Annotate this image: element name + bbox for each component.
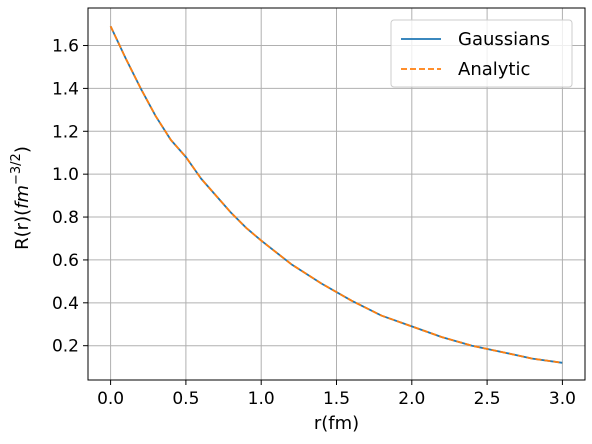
y-tick-label: 1.2 [52,122,79,142]
x-axis-label: r(fm) [314,413,359,434]
plot-series [109,25,563,364]
x-tick-label: 1.0 [248,389,275,409]
x-axis-ticks: 0.0 0.5 1.0 1.5 2.0 2.5 3.0 [97,380,576,409]
y-tick-label: 1.0 [52,165,79,185]
x-tick-label: 0.0 [97,389,124,409]
x-tick-label: 3.0 [549,389,576,409]
y-axis-label-suffix: ) [12,146,33,153]
y-tick-label: 0.8 [52,208,79,228]
legend-label-0: Gaussians [458,29,550,50]
x-tick-label: 0.5 [172,389,199,409]
legend-label-1: Analytic [458,59,530,80]
legend: Gaussians Analytic [390,19,573,88]
y-axis-ticks: 0.2 0.4 0.6 0.8 1.0 1.2 1.4 1.6 [52,37,88,357]
y-axis-label-exponent: −3/2 [9,153,24,185]
y-tick-label: 0.2 [52,337,79,357]
x-tick-label: 2.0 [398,389,425,409]
y-tick-label: 1.4 [52,79,79,99]
x-tick-label: 1.5 [323,389,350,409]
y-axis-label-prefix: R(r)( [12,209,33,250]
y-tick-label: 0.6 [52,251,79,271]
y-tick-label: 1.6 [52,37,79,57]
y-axis-label: R(r)(fm−3/2) [9,146,33,250]
x-tick-label: 2.5 [474,389,501,409]
y-axis-label-unit: fm [12,185,33,209]
legend-box [390,19,573,88]
y-tick-label: 0.4 [52,294,79,314]
series-line-1 [109,25,563,364]
